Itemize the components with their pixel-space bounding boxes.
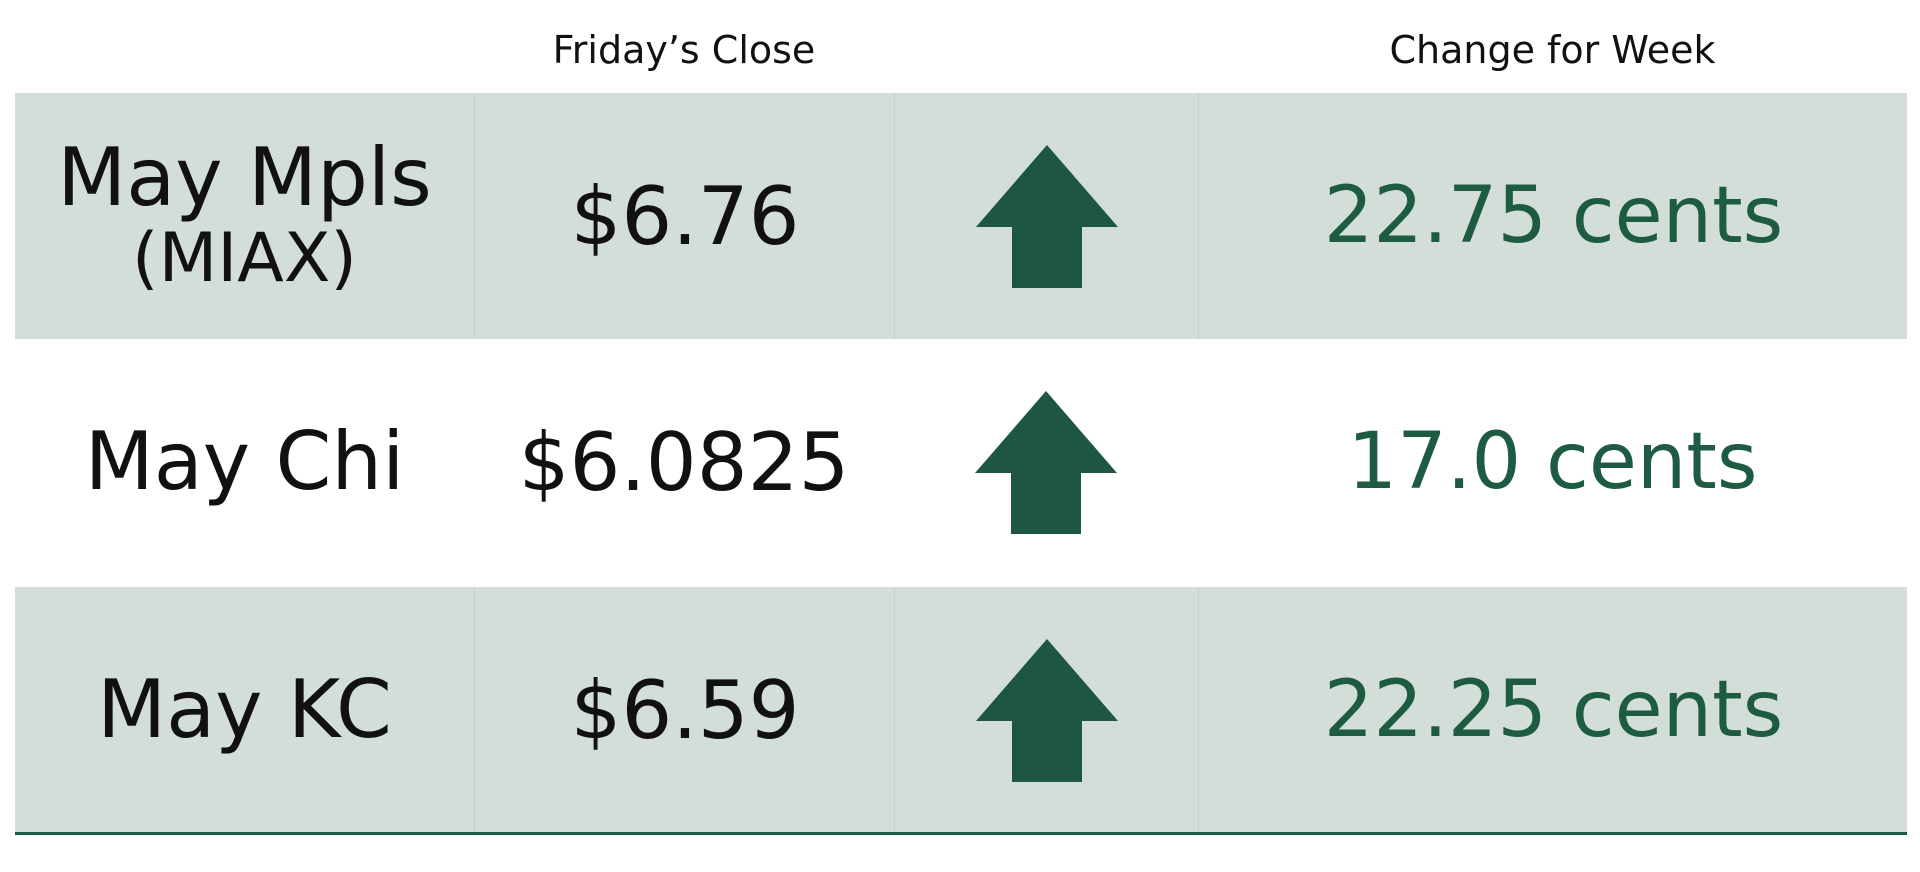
market: May Mpls bbox=[57, 131, 432, 225]
change-cell: 22.25 cents bbox=[1198, 587, 1908, 833]
arrow-cell bbox=[894, 587, 1199, 833]
up-arrow bbox=[976, 144, 1118, 288]
close: $6.0825 bbox=[518, 415, 850, 509]
close-cell: $6.76 bbox=[474, 93, 895, 339]
arrow-cell bbox=[894, 339, 1198, 585]
arrow-cell bbox=[894, 93, 1199, 339]
close-cell: $6.59 bbox=[474, 587, 895, 833]
market: May Chi bbox=[84, 414, 405, 508]
change-cell: 17.0 cents bbox=[1198, 339, 1907, 585]
close-header: Friday’s Close bbox=[552, 28, 816, 72]
market-cell: May KC bbox=[15, 587, 474, 833]
up-arrow bbox=[976, 638, 1118, 782]
market-note: (MIAX) bbox=[132, 218, 357, 298]
close: $6.76 bbox=[570, 169, 800, 263]
bottom-rule bbox=[15, 832, 1907, 835]
change: 17.0 cents bbox=[1347, 417, 1758, 507]
market-cell: May Mpls (MIAX) bbox=[15, 93, 474, 339]
change-header: Change for Week bbox=[1389, 28, 1716, 72]
table-row: May Chi $6.0825 17.0 cents bbox=[15, 339, 1907, 585]
market-cell: May Chi bbox=[15, 339, 474, 585]
up-arrow bbox=[975, 390, 1117, 534]
close-cell: $6.0825 bbox=[474, 339, 894, 585]
table-row: May KC $6.59 22.25 cents bbox=[15, 587, 1907, 833]
change-cell: 22.75 cents bbox=[1198, 93, 1908, 339]
change: 22.25 cents bbox=[1323, 665, 1784, 755]
table-row: May Mpls (MIAX) $6.76 22.75 cents bbox=[15, 93, 1907, 339]
market: May KC bbox=[97, 662, 392, 756]
close: $6.59 bbox=[570, 663, 800, 757]
change: 22.75 cents bbox=[1323, 171, 1784, 261]
